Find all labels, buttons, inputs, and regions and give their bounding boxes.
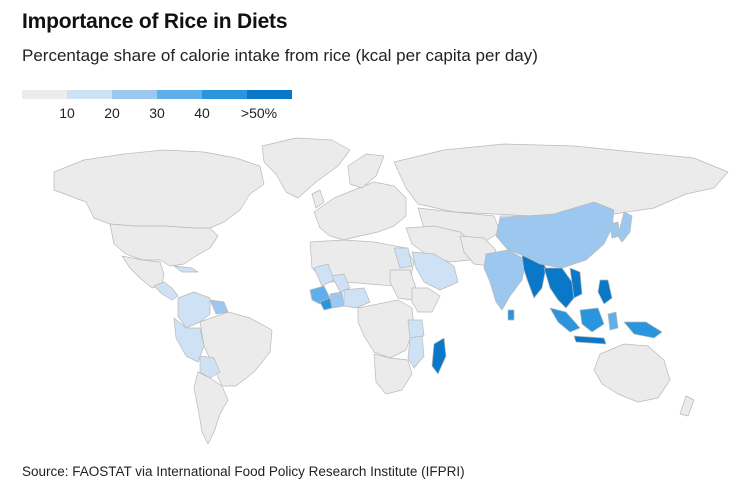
legend-color-bar [22, 90, 292, 99]
legend-swatch-30 [157, 90, 202, 99]
chart-subtitle: Percentage share of calorie intake from … [22, 46, 538, 65]
world-map-svg [53, 137, 729, 445]
country-java [573, 335, 607, 345]
legend-swatch-20 [112, 90, 157, 99]
country-philippines [597, 279, 613, 305]
country-china [495, 201, 615, 269]
country-ivory-coast [329, 291, 345, 309]
country-new-zealand [679, 395, 695, 417]
country-usa [109, 223, 219, 267]
country-malaysia-sumatra [549, 307, 581, 333]
country-egypt [393, 247, 413, 269]
chart-title: Importance of Rice in Diets [22, 10, 288, 33]
legend-label-40: 40 [194, 105, 210, 121]
legend-swatch-40 [202, 90, 247, 99]
source-note: Source: FAOSTAT via International Food P… [22, 464, 465, 479]
country-mexico [121, 255, 165, 289]
country-canada [53, 149, 265, 229]
country-southern-africa [373, 353, 413, 395]
country-uk [311, 189, 325, 209]
country-nigeria-region [343, 287, 371, 309]
country-scandinavia [347, 153, 385, 189]
country-sulawesi [607, 311, 619, 331]
legend-swatch-50 [247, 90, 292, 99]
country-turkey-iran [405, 225, 475, 263]
color-legend: 10 20 30 40 >50% [22, 90, 292, 124]
country-russia [393, 143, 729, 219]
country-tanzania [407, 319, 425, 339]
country-sri-lanka [507, 309, 515, 321]
country-india [483, 249, 527, 311]
legend-label-30: 30 [149, 105, 165, 121]
country-peru-ecuador [173, 317, 205, 363]
country-vietnam [569, 267, 583, 299]
legend-label-10: 10 [59, 105, 75, 121]
country-mozambique [407, 335, 425, 369]
country-madagascar [431, 337, 447, 375]
country-arabia [411, 251, 459, 291]
country-central-africa [357, 299, 415, 359]
world-map [14, 132, 744, 452]
country-ethiopia-somalia [411, 287, 441, 313]
country-japan [617, 211, 633, 243]
legend-swatch-0 [22, 90, 67, 99]
country-greenland [261, 137, 351, 199]
country-colombia [177, 291, 211, 329]
country-cuba [173, 265, 199, 273]
legend-label-20: 20 [104, 105, 120, 121]
country-thailand-indochina [543, 267, 575, 309]
legend-labels: 10 20 30 40 >50% [22, 105, 292, 125]
legend-label-50: >50% [240, 105, 278, 121]
country-central-america [153, 281, 179, 301]
country-west-africa-1 [331, 273, 351, 293]
country-guyana-suriname [209, 299, 229, 315]
country-new-guinea [623, 321, 663, 339]
country-australia [593, 343, 671, 403]
country-bolivia [199, 355, 221, 379]
country-argentina-chile [193, 371, 229, 445]
legend-swatch-10 [67, 90, 112, 99]
country-borneo [579, 307, 605, 333]
country-europe [313, 181, 407, 241]
